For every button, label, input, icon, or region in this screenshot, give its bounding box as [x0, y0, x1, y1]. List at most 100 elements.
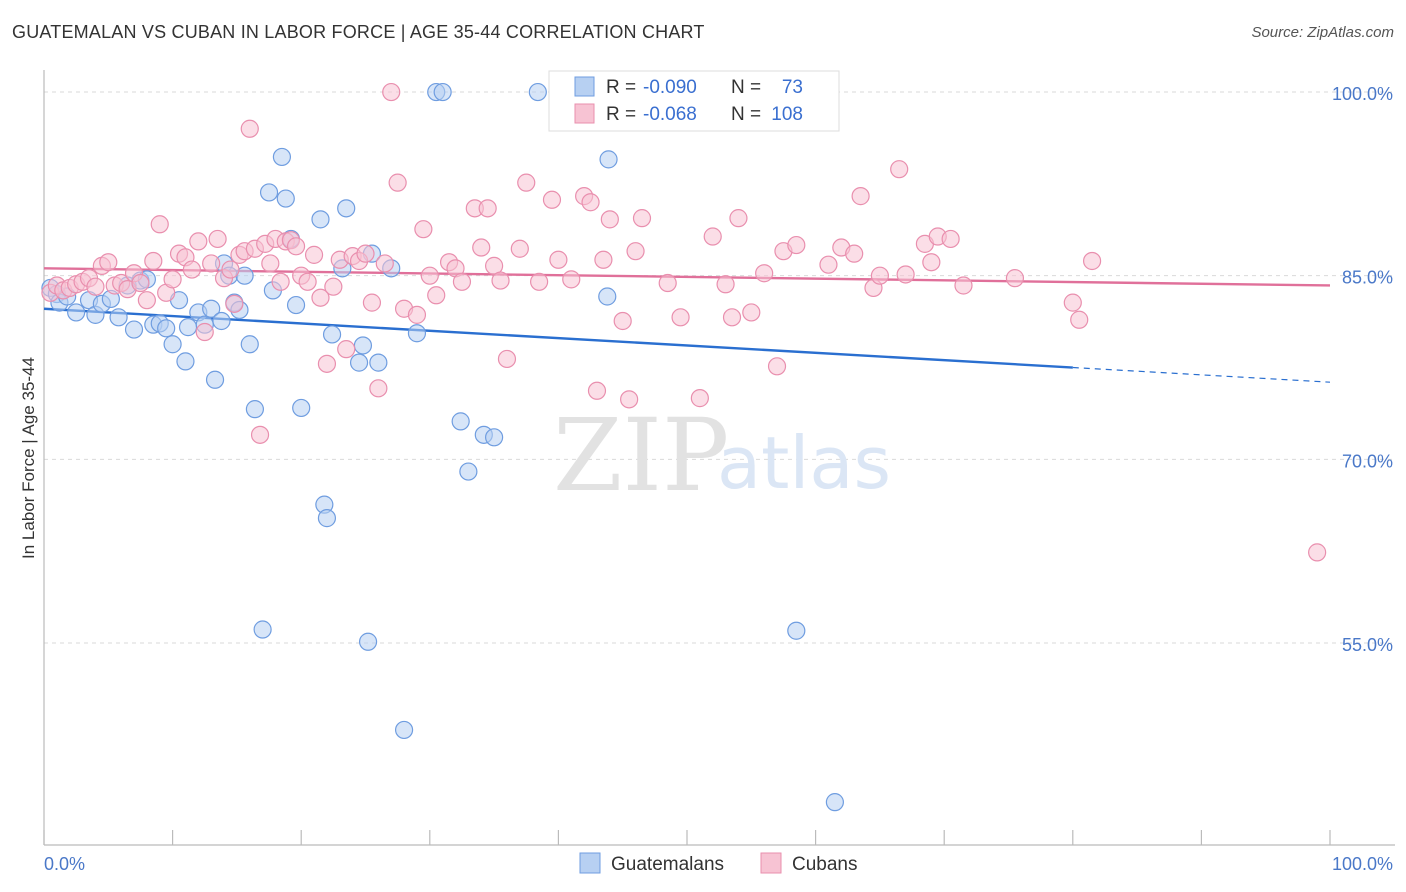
cuban-point [755, 264, 774, 283]
cuban-point [221, 260, 240, 279]
cuban-point [202, 254, 221, 273]
guatemalan-point [109, 308, 128, 327]
bottom-legend-swatch-cubans [760, 852, 782, 874]
guatemalan-point [205, 370, 225, 389]
cuban-point [819, 255, 838, 274]
guatemalan-point [459, 462, 478, 481]
cuban-point [250, 425, 270, 444]
cuban-point [497, 349, 517, 369]
cuban-point [600, 210, 619, 229]
guatemalan-point [825, 793, 844, 812]
cuban-point [369, 379, 388, 398]
legend-swatch-guatemalans [574, 76, 595, 97]
cuban-point [375, 254, 394, 273]
cuban-point [86, 277, 105, 296]
guatemalan-point [311, 210, 330, 229]
cuban-point [240, 119, 259, 138]
cuban-point [225, 294, 244, 313]
cuban-point [1082, 251, 1102, 271]
legend-box [548, 70, 840, 132]
cuban-point [324, 277, 343, 296]
guatemalan-point [178, 318, 198, 337]
y-axis-title: In Labor Force | Age 35-44 [19, 357, 38, 559]
guatemalan-point [286, 295, 306, 315]
guatemalan-point [240, 335, 259, 354]
correlation-legend: R = -0.090 N = 73 R = -0.068 N = 108 [548, 70, 840, 132]
cuban-point [271, 272, 290, 291]
cuban-point [542, 190, 562, 209]
cuban-point [626, 242, 645, 261]
cuban-point [452, 272, 472, 291]
guatemalan-point [394, 720, 414, 740]
cuban-point [587, 381, 607, 400]
y-tick-label: 100.0% [1332, 84, 1393, 104]
cuban-point [99, 253, 118, 272]
cuban-point [195, 322, 214, 342]
series-legend: Guatemalans Cubans [579, 852, 858, 875]
y-tick-labels: 100.0% 85.0% 70.0% 55.0% [1332, 84, 1393, 655]
cuban-trend-line [43, 267, 1331, 287]
cuban-point [356, 244, 375, 263]
cuban-point [137, 291, 156, 310]
cuban-point [941, 229, 960, 249]
cuban-point [845, 244, 864, 263]
cuban-point [703, 227, 722, 246]
cuban-point [890, 160, 909, 179]
guatemalan-point [369, 353, 388, 372]
x-tick-label: 100.0% [1332, 854, 1393, 874]
guatemalan-point [157, 319, 176, 338]
cuban-point [716, 275, 735, 294]
legend-n-value: 108 [771, 104, 803, 125]
cuban-point [530, 272, 549, 291]
cuban-point [420, 266, 439, 285]
guatemalan-point [349, 353, 369, 372]
cuban-point [632, 209, 652, 228]
cuban-point [382, 82, 401, 102]
legend-r-label: R = [606, 104, 636, 125]
cuban-point [286, 237, 306, 256]
cuban-point [549, 250, 568, 269]
cuban-point [767, 357, 787, 376]
cuban-point [388, 173, 407, 192]
cuban-point [298, 272, 317, 291]
cuban-point [131, 273, 150, 293]
cuban-point [208, 229, 227, 249]
source-label: Source: ZipAtlas.com [1251, 24, 1394, 41]
guatemalan-point [276, 189, 295, 208]
cuban-point [613, 311, 632, 331]
cuban-point [742, 303, 761, 322]
cuban-point [954, 276, 973, 295]
axes [43, 70, 1395, 846]
y-tick-label: 85.0% [1342, 268, 1393, 288]
guatemalan-point [451, 412, 470, 431]
x-tick-labels: 0.0% 100.0% [44, 854, 1393, 874]
cuban-point [478, 199, 497, 218]
guatemalan-point [322, 325, 342, 344]
guatemalan-point [259, 183, 279, 202]
cuban-point [517, 173, 536, 192]
cuban-point [261, 254, 280, 273]
cuban-point [427, 286, 446, 305]
cuban-point [1308, 543, 1327, 562]
cuban-point [472, 238, 491, 257]
guatemalan-point [787, 621, 806, 640]
bottom-legend-label-cubans: Cubans [792, 854, 858, 875]
cuban-point [870, 266, 890, 285]
legend-n-label: N = [731, 104, 761, 125]
chart-title: GUATEMALAN VS CUBAN IN LABOR FORCE | AGE… [12, 22, 705, 42]
guatemalan-point [163, 335, 182, 354]
watermark-zip: ZIP [553, 397, 729, 514]
guatemalan-point [599, 150, 618, 169]
guatemalan-point [528, 82, 547, 102]
guatemalan-point [485, 428, 504, 447]
guatemalan-point [124, 320, 144, 339]
guatemalan-point [358, 632, 378, 651]
data-points [41, 82, 1327, 812]
legend-swatch-cubans [574, 103, 595, 124]
guatemalan-point [292, 398, 311, 418]
cuban-point [594, 250, 613, 269]
cuban-point [1005, 269, 1025, 288]
cuban-point [144, 251, 163, 271]
cuban-point [851, 187, 870, 206]
